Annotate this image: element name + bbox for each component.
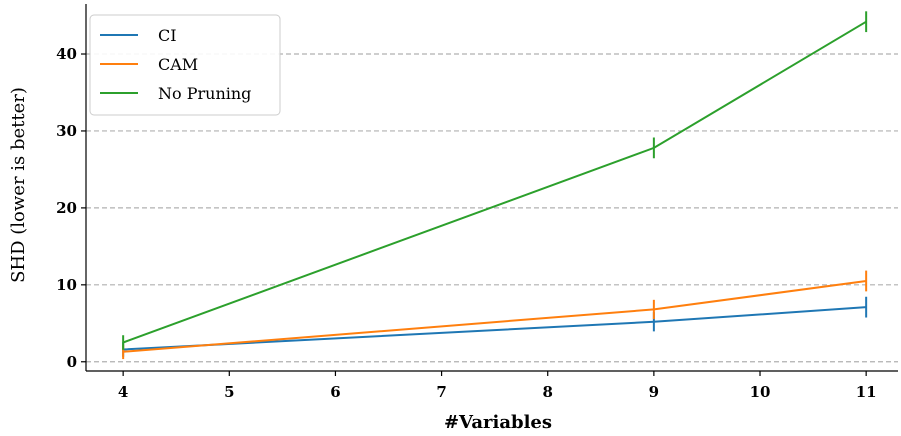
grid-lines (86, 53, 898, 363)
series-0 (122, 296, 868, 357)
y-tick-label: 10 (56, 276, 77, 294)
x-tick-label: 8 (543, 383, 553, 401)
x-tick-label: 6 (330, 383, 340, 401)
y-tick-label: 30 (56, 122, 77, 140)
series-lines (122, 11, 868, 360)
legend-box (89, 14, 281, 116)
x-tick-label: 11 (856, 383, 877, 401)
x-tick-label: 4 (118, 383, 128, 401)
x-axis-label: #Variables (444, 412, 552, 433)
legend-label: No Pruning (158, 84, 251, 103)
legend-label: CI (158, 26, 177, 45)
x-tick-label: 5 (224, 383, 234, 401)
axes (81, 4, 898, 376)
x-tick-label: 9 (649, 383, 659, 401)
legend: CI CAM No Pruning (89, 14, 281, 116)
y-tick-label: 20 (56, 199, 77, 217)
series-2 (122, 11, 868, 350)
tick-labels: 0 10 20 30 40 4 5 6 7 8 9 10 11 (56, 45, 876, 401)
y-tick-label: 40 (56, 45, 77, 63)
y-axis-label: SHD (lower is better) (8, 87, 29, 283)
y-tick-label: 0 (67, 353, 77, 371)
legend-label: CAM (158, 55, 198, 74)
x-tick-label: 7 (436, 383, 446, 401)
series-line (123, 280, 867, 353)
x-tick-label: 10 (750, 383, 771, 401)
